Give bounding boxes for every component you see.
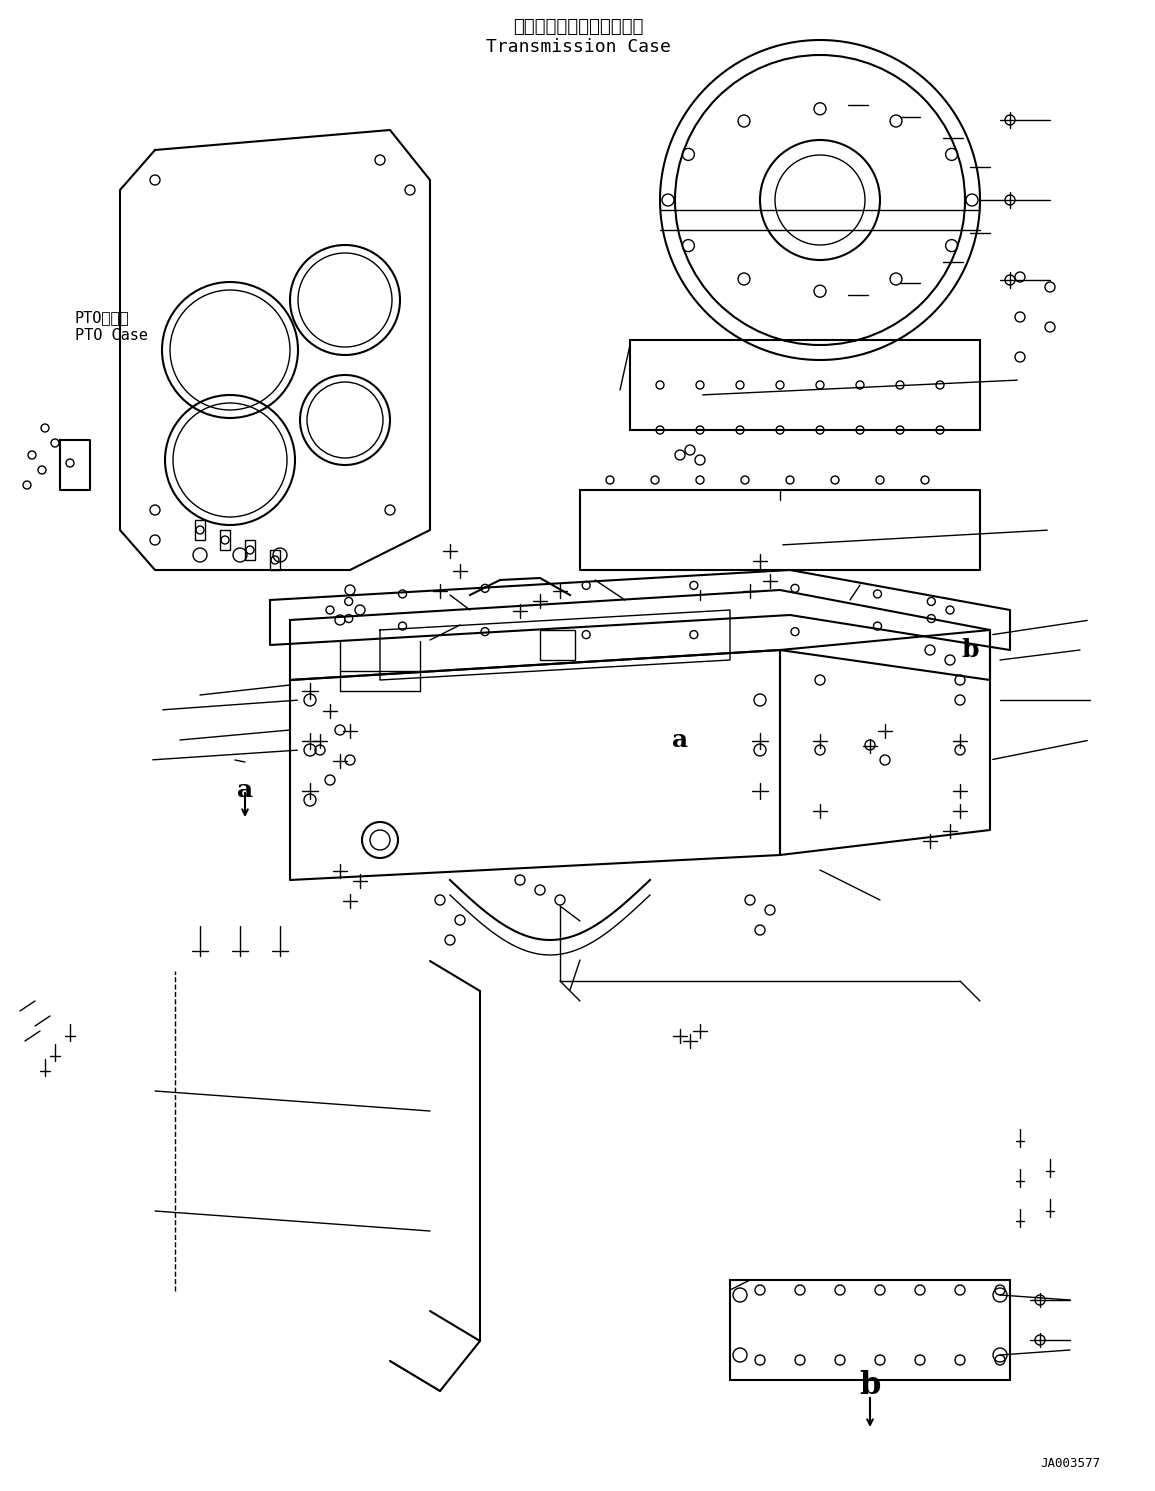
Text: a: a	[237, 778, 253, 802]
Text: Transmission Case: Transmission Case	[485, 37, 670, 57]
Text: b: b	[961, 638, 978, 662]
Bar	[270, 550, 280, 570]
Text: トランスミッションケース: トランスミッションケース	[513, 18, 643, 36]
Bar	[541, 631, 575, 661]
Bar	[245, 540, 255, 561]
Text: b: b	[859, 1370, 880, 1400]
Text: a: a	[672, 728, 688, 751]
Bar	[219, 529, 230, 550]
Text: PTOケース: PTOケース	[75, 310, 129, 325]
Text: JA003577: JA003577	[1040, 1457, 1100, 1470]
Bar	[195, 520, 204, 540]
Bar	[730, 1279, 1009, 1381]
Bar	[629, 340, 979, 429]
Text: PTO Case: PTO Case	[75, 328, 148, 343]
